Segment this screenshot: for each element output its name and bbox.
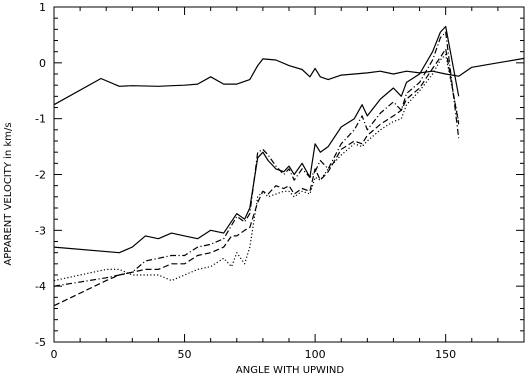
y-tick-label: 0 xyxy=(39,57,46,70)
y-axis-label: APPARENT VELOCITY in km/s xyxy=(3,122,14,265)
plot-frame xyxy=(53,6,525,343)
x-tick-label: 100 xyxy=(305,348,326,361)
x-tick-label: 150 xyxy=(435,348,456,361)
x-axis-label: ANGLE WITH UPWIND xyxy=(236,365,344,376)
y-tick-label: -5 xyxy=(35,336,46,349)
y-axis-ticks: -5 -4 -3 -2 -1 0 1 xyxy=(35,1,524,349)
y-tick-label: -2 xyxy=(35,169,46,182)
x-axis-ticks: 0 50 100 150 xyxy=(51,7,525,361)
series-line-3-dash-dot xyxy=(53,31,460,287)
plot-area xyxy=(53,6,525,343)
y-tick-label: -1 xyxy=(35,113,46,126)
series-line-2-solid xyxy=(53,25,460,254)
y-tick-label: -4 xyxy=(35,280,46,293)
series-layer xyxy=(53,25,525,307)
y-tick-label: -3 xyxy=(35,224,46,237)
y-tick-label: 1 xyxy=(39,1,46,14)
series-line-4-dashed xyxy=(53,48,460,307)
x-tick-label: 50 xyxy=(178,348,192,361)
x-tick-label: 0 xyxy=(51,348,58,361)
